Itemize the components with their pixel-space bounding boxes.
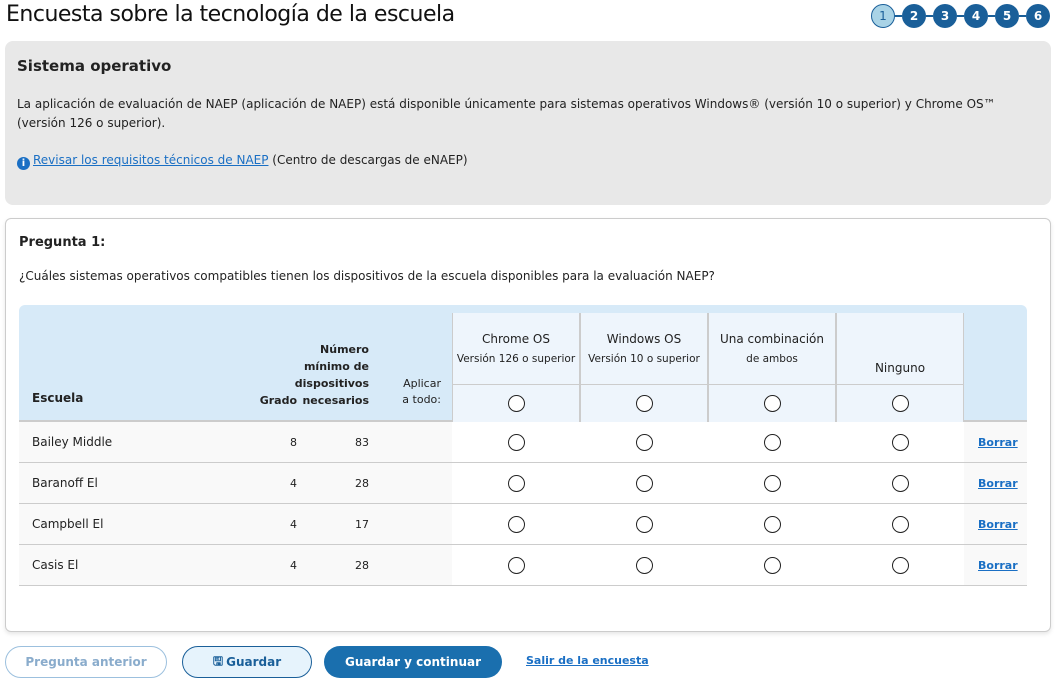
question-card: Pregunta 1: ¿Cuáles sistemas operativos … [5, 218, 1051, 632]
radio-none[interactable] [891, 515, 909, 533]
header-grade: Grado [259, 394, 297, 407]
save-continue-button[interactable]: Guardar y continuar [324, 646, 502, 678]
floppy-disk-icon: 🖫 [212, 653, 224, 668]
apply-all-combination-radio[interactable] [763, 394, 781, 412]
question-text: ¿Cuáles sistemas operativos compatibles … [19, 269, 715, 283]
grade: 8 [290, 435, 297, 449]
option-none: Ninguno [836, 313, 964, 422]
grade: 4 [290, 558, 297, 572]
info-text: La aplicación de evaluación de NAEP (apl… [17, 97, 996, 130]
radio-none[interactable] [891, 556, 909, 574]
radio-chrome[interactable] [507, 556, 525, 574]
radio-combination[interactable] [763, 515, 781, 533]
radio-none[interactable] [891, 433, 909, 451]
option-windows-os: Windows OS Versión 10 o superior [580, 313, 708, 422]
radio-chrome[interactable] [507, 433, 525, 451]
radio-chrome[interactable] [507, 474, 525, 492]
grade: 4 [290, 476, 297, 490]
option-chrome-os: Chrome OS Versión 126 o superior [452, 313, 580, 422]
header-apply-all: Aplicar a todo: [402, 377, 441, 406]
schools-table: Escuela Grado Número mínimo de dispositivo… [19, 305, 1027, 587]
previous-question-button[interactable]: Pregunta anterior [5, 646, 167, 678]
grade: 4 [290, 517, 297, 531]
header-min-devices: Número mínimo de dispositivos necesarios [294, 343, 369, 407]
step-1[interactable]: 1 [871, 4, 895, 28]
step-2[interactable]: 2 [902, 4, 926, 28]
apply-all-windows-radio[interactable] [635, 394, 653, 412]
school-name: Baranoff El [32, 476, 98, 490]
step-6[interactable]: 6 [1026, 4, 1050, 28]
radio-none[interactable] [891, 474, 909, 492]
table-row: Bailey Middle 8 83 Borrar [19, 422, 1027, 463]
min-devices: 83 [355, 435, 369, 449]
school-name: Campbell El [32, 517, 104, 531]
table-row: Casis El 4 28 Borrar [19, 545, 1027, 586]
clear-link[interactable]: Borrar [978, 517, 1018, 531]
radio-combination[interactable] [763, 556, 781, 574]
info-heading: Sistema operativo [17, 57, 172, 75]
step-3[interactable]: 3 [933, 4, 957, 28]
min-devices: 28 [355, 476, 369, 490]
question-label: Pregunta 1: [19, 235, 106, 250]
save-button[interactable]: 🖫 Guardar [182, 646, 312, 678]
info-icon: i [17, 157, 30, 170]
requirements-link[interactable]: Revisar los requisitos técnicos de NAEP [33, 153, 269, 167]
apply-all-none-radio[interactable] [891, 394, 909, 412]
table-header: Escuela Grado Número mínimo de dispositivo… [19, 305, 1027, 422]
step-indicator: 1 2 3 4 5 6 [871, 4, 1050, 28]
info-panel: Sistema operativo La aplicación de evalu… [5, 41, 1051, 205]
table-row: Campbell El 4 17 Borrar [19, 504, 1027, 545]
option-combination: Una combinación de ambos [708, 313, 836, 422]
radio-combination[interactable] [763, 433, 781, 451]
page-title: Encuesta sobre la tecnología de la escue… [6, 2, 455, 27]
header-school: Escuela [32, 391, 84, 405]
radio-windows[interactable] [635, 515, 653, 533]
clear-link[interactable]: Borrar [978, 435, 1018, 449]
apply-all-chrome-radio[interactable] [507, 394, 525, 412]
step-4[interactable]: 4 [964, 4, 988, 28]
radio-windows[interactable] [635, 556, 653, 574]
link-suffix: (Centro de descargas de eNAEP) [268, 153, 468, 167]
exit-survey-link[interactable]: Salir de la encuesta [526, 654, 649, 667]
clear-link[interactable]: Borrar [978, 476, 1018, 490]
school-name: Bailey Middle [32, 435, 113, 449]
min-devices: 17 [355, 517, 369, 531]
step-5[interactable]: 5 [995, 4, 1019, 28]
school-name: Casis El [32, 558, 79, 572]
min-devices: 28 [355, 558, 369, 572]
radio-chrome[interactable] [507, 515, 525, 533]
radio-windows[interactable] [635, 474, 653, 492]
table-row: Baranoff El 4 28 Borrar [19, 463, 1027, 504]
radio-combination[interactable] [763, 474, 781, 492]
clear-link[interactable]: Borrar [978, 558, 1018, 572]
radio-windows[interactable] [635, 433, 653, 451]
